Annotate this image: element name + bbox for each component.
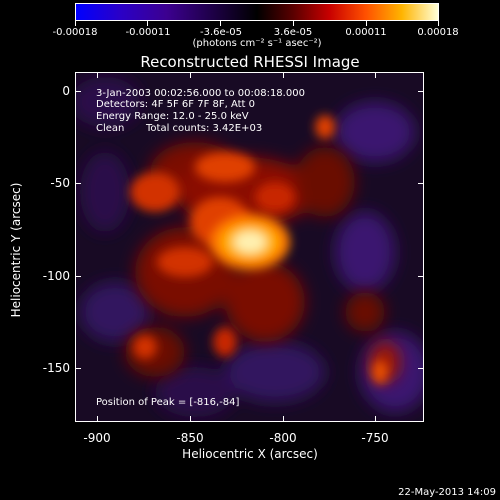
heatmap-orange-structures: [130, 115, 388, 384]
y-tick: [75, 368, 81, 369]
y-tick-label: -100: [42, 269, 70, 283]
colorbar-unit-label: (photons cm⁻² s⁻¹ asec⁻²): [192, 38, 322, 49]
x-axis-title: Heliocentric X (arcsec): [182, 447, 318, 461]
y-tick: [75, 276, 81, 277]
x-tick: [97, 72, 98, 78]
x-tick: [283, 72, 284, 78]
y-tick: [418, 183, 424, 184]
y-tick: [75, 91, 81, 92]
x-tick-label: -750: [361, 431, 389, 445]
y-axis-title: Heliocentric Y (arcsec): [9, 182, 23, 318]
colorbar-tick: [220, 21, 221, 26]
colorbar-tick-label: -3.6e-05: [200, 27, 242, 38]
heatmap-purple-blobs: [75, 77, 424, 417]
colorbar: [75, 3, 439, 21]
colorbar-tick: [147, 21, 148, 26]
x-tick-label: -800: [269, 431, 297, 445]
y-tick: [418, 276, 424, 277]
x-tick-label: -900: [83, 431, 111, 445]
x-tick: [375, 72, 376, 78]
chart-title: Reconstructed RHESSI Image: [140, 53, 360, 71]
x-tick: [283, 416, 284, 422]
colorbar-tick-label: -0.00018: [52, 27, 98, 38]
colorbar-tick-label: -0.00011: [125, 27, 171, 38]
heatmap-bright-core: [210, 214, 290, 270]
annotation-clean: Clean: [96, 123, 125, 134]
annotation-energy-range: Energy Range: 12.0 - 25.0 keV: [96, 111, 249, 122]
y-tick: [418, 368, 424, 369]
generation-timestamp: 22-May-2013 14:09: [398, 487, 496, 498]
heatmap-plot-area: [75, 72, 424, 422]
x-tick-label: -850: [176, 431, 204, 445]
colorbar-tick: [75, 21, 76, 26]
heatmap-image: [75, 72, 424, 422]
x-tick: [190, 72, 191, 78]
x-tick: [97, 416, 98, 422]
x-tick: [375, 416, 376, 422]
colorbar-tick-label: 3.6e-05: [273, 27, 313, 38]
y-tick: [418, 91, 424, 92]
y-tick-label: -50: [50, 176, 70, 190]
y-tick-label: -150: [42, 361, 70, 375]
annotation-time-range: 3-Jan-2003 00:02:56.000 to 00:08:18.000: [96, 88, 305, 99]
annotation-detectors: Detectors: 4F 5F 6F 7F 8F, Att 0: [96, 99, 256, 110]
annotation-total-counts: Total counts: 3.42E+03: [146, 123, 263, 134]
colorbar-tick: [366, 21, 367, 26]
colorbar-tick: [438, 21, 439, 26]
x-tick: [190, 416, 191, 422]
colorbar-tick: [293, 21, 294, 26]
y-tick: [75, 183, 81, 184]
colorbar-tick-label: 0.00011: [345, 27, 387, 38]
annotation-peak-position: Position of Peak = [-816,-84]: [96, 397, 240, 408]
colorbar-tick-label: 0.00018: [417, 27, 459, 38]
y-tick-label: 0: [62, 84, 70, 98]
